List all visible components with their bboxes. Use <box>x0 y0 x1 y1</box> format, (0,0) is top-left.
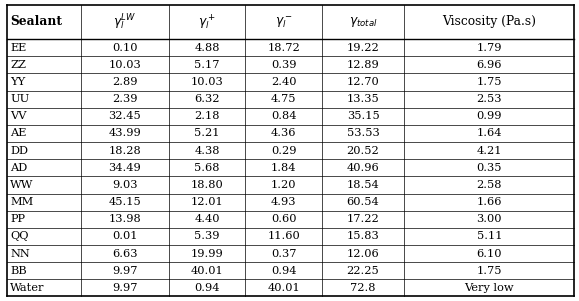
Text: 18.72: 18.72 <box>267 43 300 53</box>
Text: 0.99: 0.99 <box>477 111 502 121</box>
Text: 12.06: 12.06 <box>347 249 379 259</box>
Text: QQ: QQ <box>10 231 29 241</box>
Text: 5.11: 5.11 <box>477 231 502 241</box>
Text: Water: Water <box>10 283 45 293</box>
Text: 10.03: 10.03 <box>190 77 223 87</box>
Text: 6.32: 6.32 <box>194 94 219 104</box>
Text: 18.28: 18.28 <box>108 146 141 156</box>
Text: 11.60: 11.60 <box>267 231 300 241</box>
Text: AD: AD <box>10 163 28 173</box>
Text: 18.80: 18.80 <box>190 180 223 190</box>
Text: 18.54: 18.54 <box>347 180 379 190</box>
Text: AE: AE <box>10 129 27 138</box>
Text: 0.29: 0.29 <box>271 146 296 156</box>
Text: 4.38: 4.38 <box>194 146 219 156</box>
Text: 40.01: 40.01 <box>267 283 300 293</box>
Text: 34.49: 34.49 <box>108 163 141 173</box>
Text: 2.18: 2.18 <box>194 111 219 121</box>
Text: 20.52: 20.52 <box>347 146 379 156</box>
Text: YY: YY <box>10 77 25 87</box>
Text: 4.75: 4.75 <box>271 94 296 104</box>
Text: $\gamma_{total}$: $\gamma_{total}$ <box>349 15 378 29</box>
Text: 12.89: 12.89 <box>347 60 379 70</box>
Text: 0.35: 0.35 <box>477 163 502 173</box>
Text: 9.03: 9.03 <box>112 180 137 190</box>
Text: Sealant: Sealant <box>10 15 63 28</box>
Text: $\gamma_l^-$: $\gamma_l^-$ <box>274 14 292 30</box>
Text: 1.75: 1.75 <box>477 266 502 276</box>
Text: 0.94: 0.94 <box>271 266 296 276</box>
Text: PP: PP <box>10 214 25 224</box>
Text: 2.58: 2.58 <box>477 180 502 190</box>
Text: 0.84: 0.84 <box>271 111 296 121</box>
Text: 22.25: 22.25 <box>347 266 379 276</box>
Text: DD: DD <box>10 146 28 156</box>
Text: UU: UU <box>10 94 30 104</box>
Text: 1.84: 1.84 <box>271 163 296 173</box>
Text: 3.00: 3.00 <box>477 214 502 224</box>
Text: 2.89: 2.89 <box>112 77 137 87</box>
Text: 5.21: 5.21 <box>194 129 219 138</box>
Text: VV: VV <box>10 111 27 121</box>
Text: 2.39: 2.39 <box>112 94 137 104</box>
Text: MM: MM <box>10 197 34 207</box>
Text: EE: EE <box>10 43 27 53</box>
Text: Viscosity (Pa.s): Viscosity (Pa.s) <box>442 15 536 28</box>
Text: 45.15: 45.15 <box>108 197 141 207</box>
Text: 53.53: 53.53 <box>347 129 379 138</box>
Text: 1.66: 1.66 <box>477 197 502 207</box>
Text: 4.40: 4.40 <box>194 214 219 224</box>
Text: 6.10: 6.10 <box>477 249 502 259</box>
Text: $\gamma_l^+$: $\gamma_l^+$ <box>198 12 216 31</box>
Text: 6.63: 6.63 <box>112 249 137 259</box>
Text: 13.35: 13.35 <box>347 94 379 104</box>
Text: 0.10: 0.10 <box>112 43 137 53</box>
Text: 9.97: 9.97 <box>112 283 137 293</box>
Text: 60.54: 60.54 <box>347 197 379 207</box>
Text: 72.8: 72.8 <box>350 283 376 293</box>
Text: 4.88: 4.88 <box>194 43 219 53</box>
Text: 10.03: 10.03 <box>108 60 141 70</box>
Text: 2.40: 2.40 <box>271 77 296 87</box>
Text: 0.60: 0.60 <box>271 214 296 224</box>
Text: 0.39: 0.39 <box>271 60 296 70</box>
Text: 19.22: 19.22 <box>347 43 379 53</box>
Text: 4.36: 4.36 <box>271 129 296 138</box>
Text: Very low: Very low <box>464 283 514 293</box>
Text: 12.70: 12.70 <box>347 77 379 87</box>
Text: 35.15: 35.15 <box>347 111 379 121</box>
Text: 17.22: 17.22 <box>347 214 379 224</box>
Text: BB: BB <box>10 266 27 276</box>
Text: 4.93: 4.93 <box>271 197 296 207</box>
Text: 9.97: 9.97 <box>112 266 137 276</box>
Text: 5.17: 5.17 <box>194 60 219 70</box>
Text: $\gamma_l^{LW}$: $\gamma_l^{LW}$ <box>113 12 136 32</box>
Text: 6.96: 6.96 <box>477 60 502 70</box>
Text: 2.53: 2.53 <box>477 94 502 104</box>
Text: 1.20: 1.20 <box>271 180 296 190</box>
Text: 40.96: 40.96 <box>347 163 379 173</box>
Text: 32.45: 32.45 <box>108 111 141 121</box>
Text: 4.21: 4.21 <box>477 146 502 156</box>
Text: 15.83: 15.83 <box>347 231 379 241</box>
Text: 40.01: 40.01 <box>190 266 223 276</box>
Text: NN: NN <box>10 249 30 259</box>
Text: 0.01: 0.01 <box>112 231 137 241</box>
Text: WW: WW <box>10 180 34 190</box>
Text: 12.01: 12.01 <box>190 197 223 207</box>
Text: 1.64: 1.64 <box>477 129 502 138</box>
Text: 1.75: 1.75 <box>477 77 502 87</box>
Text: 5.39: 5.39 <box>194 231 219 241</box>
Text: ZZ: ZZ <box>10 60 27 70</box>
Text: 0.94: 0.94 <box>194 283 219 293</box>
Text: 1.79: 1.79 <box>477 43 502 53</box>
Text: 5.68: 5.68 <box>194 163 219 173</box>
Text: 13.98: 13.98 <box>108 214 141 224</box>
Text: 19.99: 19.99 <box>190 249 223 259</box>
Text: 43.99: 43.99 <box>108 129 141 138</box>
Text: 0.37: 0.37 <box>271 249 296 259</box>
